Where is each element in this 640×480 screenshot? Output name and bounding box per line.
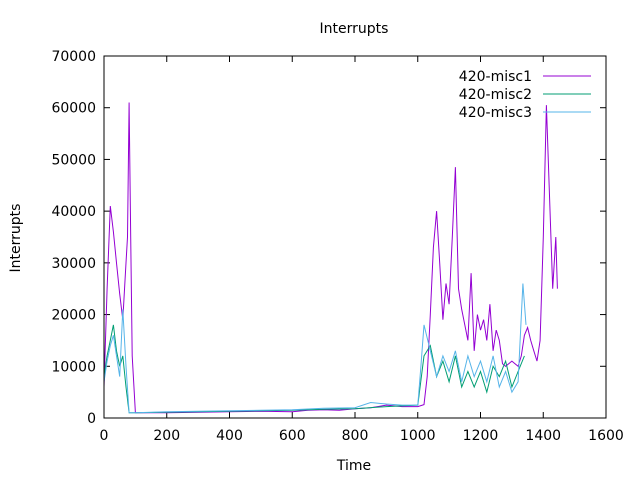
plot-frame [103, 55, 607, 419]
series-line-420-misc2 [103, 324, 525, 414]
y-tick-label: 50000 [51, 152, 96, 168]
x-tick-label: 1400 [525, 428, 561, 444]
x-axis-label: Time [336, 458, 371, 474]
x-tick-label: 400 [216, 428, 243, 444]
x-tick-label: 200 [153, 428, 180, 444]
y-tick-label: 10000 [51, 359, 96, 375]
x-tick-label: 600 [279, 428, 306, 444]
legend: 420-misc1 420-misc2 420-misc3 [459, 69, 591, 121]
x-tick-label: 1600 [588, 428, 624, 444]
legend-label: 420-misc3 [459, 105, 532, 121]
axis-ticks: 0 200 400 600 800 1000 1200 1400 1600 0 10000 20000… [51, 49, 623, 444]
y-axis-label: Interrupts [8, 204, 24, 273]
x-tick-label: 1200 [463, 428, 499, 444]
plot-area [103, 102, 558, 414]
y-tick-label: 20000 [51, 308, 96, 324]
y-tick-label: 0 [87, 411, 96, 427]
series-line-420-misc1 [103, 102, 558, 414]
legend-label: 420-misc1 [459, 69, 532, 85]
y-tick-label: 40000 [51, 204, 96, 220]
y-tick-label: 30000 [51, 256, 96, 272]
x-tick-label: 1000 [400, 428, 436, 444]
x-tick-label: 0 [100, 428, 109, 444]
legend-label: 420-misc2 [459, 87, 532, 103]
x-tick-label: 800 [342, 428, 369, 444]
y-tick-label: 60000 [51, 101, 96, 117]
series-line-420-misc3 [103, 283, 527, 414]
y-tick-label: 70000 [51, 49, 96, 65]
chart-title: Interrupts [320, 21, 389, 37]
